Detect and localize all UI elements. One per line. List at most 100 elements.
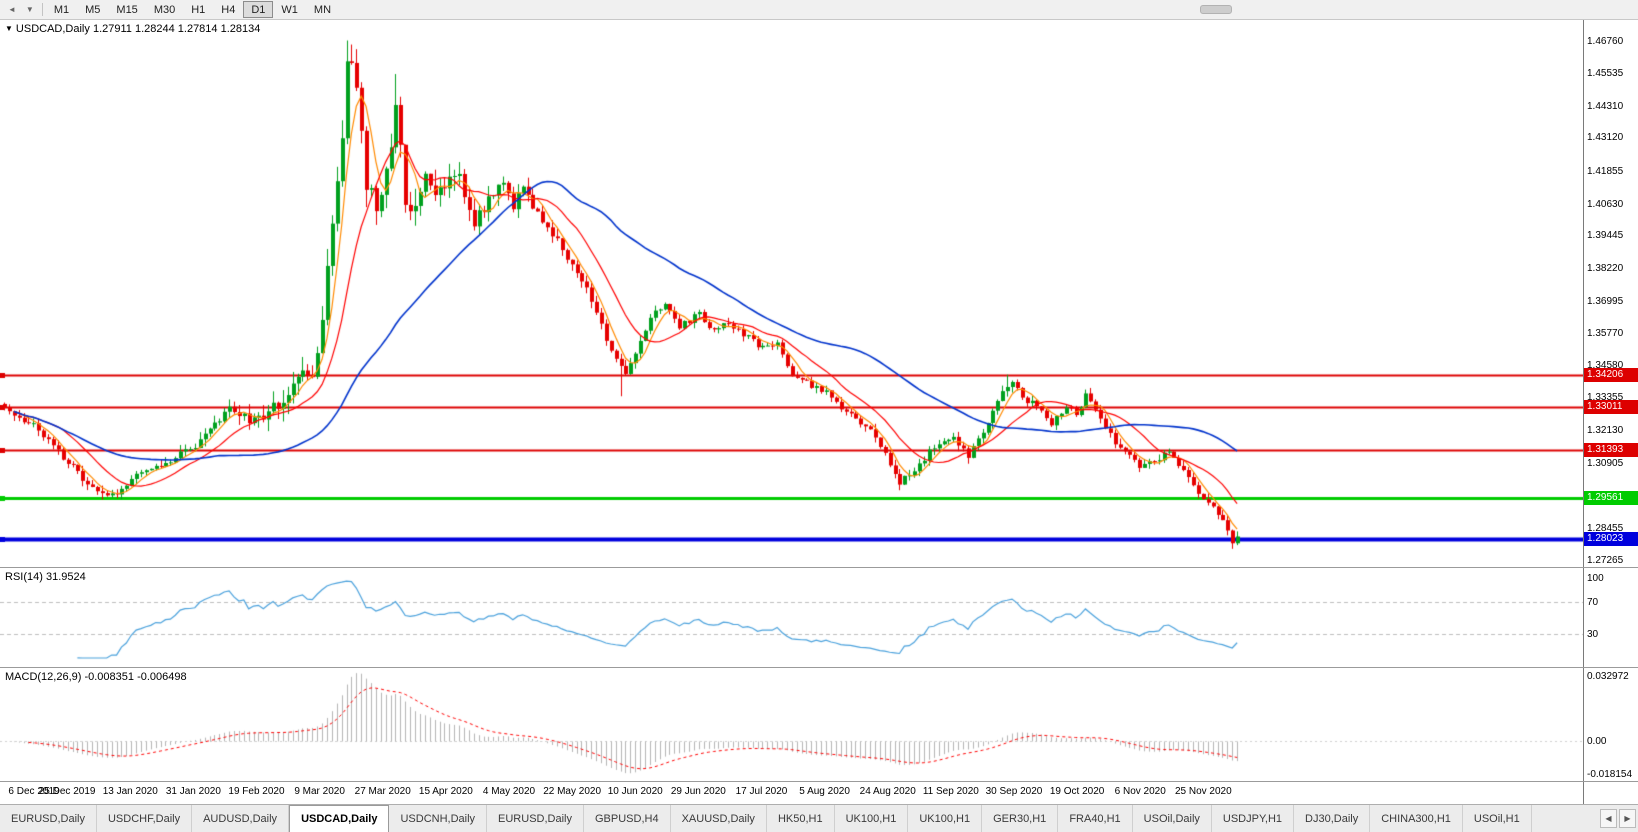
- macd-pane: MACD(12,26,9) -0.008351 -0.006498: [0, 668, 1583, 782]
- price-pane: ▼ USDCAD,Daily 1.27911 1.28244 1.27814 1.…: [0, 20, 1583, 568]
- date-axis-label: 25 Nov 2020: [1174, 786, 1232, 797]
- price-axis-label: 1.38220: [1587, 262, 1624, 274]
- date-axis-divider: [0, 781, 1638, 782]
- chart-tab-fra40-h1[interactable]: FRA40,H1: [1058, 805, 1133, 832]
- price-axis-label: 1.41855: [1587, 166, 1624, 178]
- timeframe-button-m30[interactable]: M30: [153, 4, 176, 16]
- chart-tab-usdcnh-daily[interactable]: USDCNH,Daily: [389, 805, 488, 832]
- chart-scroll-icon[interactable]: ◄: [8, 5, 16, 14]
- macd-axis-label: 0.032972: [1587, 671, 1629, 682]
- rsi-title: RSI(14) 31.9524: [5, 571, 86, 583]
- date-axis-label: 6 Dec 2019: [8, 786, 60, 797]
- timeframe-button-m1[interactable]: M1: [53, 4, 70, 16]
- rsi-canvas[interactable]: [0, 568, 1583, 668]
- price-axis-label: 1.45535: [1587, 68, 1624, 80]
- timeframe-button-w1[interactable]: W1: [281, 4, 298, 16]
- chart-tab-eurusd-daily[interactable]: EURUSD,Daily: [487, 805, 584, 832]
- rsi-axis-label: 70: [1587, 597, 1599, 608]
- chart-tab-uk100-h1[interactable]: UK100,H1: [908, 805, 983, 832]
- chart-tab-china300-h1[interactable]: CHINA300,H1: [1370, 805, 1463, 832]
- date-axis-label: 15 Apr 2020: [418, 786, 473, 797]
- date-axis-label: 4 May 2020: [482, 786, 536, 797]
- date-axis-label: 6 Nov 2020: [1114, 786, 1166, 797]
- chart-tab-usoil-daily[interactable]: USOil,Daily: [1133, 805, 1212, 832]
- date-axis-label: 19 Oct 2020: [1049, 786, 1105, 797]
- date-axis-label: 17 Jul 2020: [735, 786, 788, 797]
- chart-tab-audusd-daily[interactable]: AUDUSD,Daily: [192, 805, 290, 832]
- price-axis-label: 1.30905: [1587, 457, 1624, 469]
- date-axis-label: 11 Sep 2020: [922, 786, 979, 797]
- chart-title: ▼ USDCAD,Daily 1.27911 1.28244 1.27814 1.…: [5, 23, 260, 35]
- date-axis-label: 10 Jun 2020: [607, 786, 663, 797]
- timeframe-button-m15[interactable]: M15: [116, 4, 138, 16]
- price-axis-label: 1.43120: [1587, 132, 1624, 144]
- date-axis-label: 29 Jun 2020: [670, 786, 726, 797]
- price-axis-label: 1.40630: [1587, 198, 1624, 210]
- timeframe-toolbar: ◄ ▼ M1 M5 M15 M30 H1 H4 D1 W1 MN: [0, 0, 1638, 20]
- timeframe-button-mn[interactable]: MN: [313, 4, 332, 16]
- chart-tab-usdjpy-h1[interactable]: USDJPY,H1: [1212, 805, 1295, 832]
- pane-divider-macd[interactable]: [0, 667, 1638, 668]
- date-axis-label: 13 Jan 2020: [102, 786, 158, 797]
- chart-tab-eurusd-daily[interactable]: EURUSD,Daily: [0, 805, 97, 832]
- date-axis-label: 24 Aug 2020: [859, 786, 916, 797]
- price-axis-label: 1.44310: [1587, 100, 1624, 112]
- chart-tab-usdchf-daily[interactable]: USDCHF,Daily: [97, 805, 193, 832]
- price-axis-label: 1.34580: [1587, 359, 1624, 371]
- chart-region: ▼ USDCAD,Daily 1.27911 1.28244 1.27814 1.…: [0, 20, 1638, 804]
- date-axis[interactable]: 6 Dec 2019 25 Dec 2019 13 Jan 2020 31 Jan 2…: [0, 782, 1583, 804]
- date-axis-label: 27 Mar 2020: [354, 786, 411, 797]
- timeframe-button-m5[interactable]: M5: [85, 4, 101, 16]
- chart-hscrollbar-thumb[interactable]: [1200, 5, 1232, 14]
- macd-canvas[interactable]: [0, 668, 1583, 782]
- price-line-tag: 1.29561: [1584, 491, 1638, 506]
- price-axis[interactable]: 1.46760 1.45535 1.44310 1.43120 1.41855 1.406…: [1583, 20, 1638, 804]
- rsi-pane: RSI(14) 31.9524: [0, 568, 1583, 668]
- toolbar-separator: [41, 3, 43, 16]
- chart-ohlc-values: 1.27911 1.28244 1.27814 1.28134: [92, 23, 261, 35]
- tab-scroll-arrows: ◀ ▶: [1600, 809, 1636, 828]
- price-line-tag: 1.33011: [1584, 399, 1638, 414]
- chart-tab-usoil-h1[interactable]: USOil,H1: [1463, 805, 1532, 832]
- chart-tab-gbpusd-h4[interactable]: GBPUSD,H4: [584, 805, 671, 832]
- price-axis-label: 1.27265: [1587, 554, 1624, 566]
- chart-tab-ger30-h1[interactable]: GER30,H1: [982, 805, 1059, 832]
- date-axis-label: 19 Feb 2020: [228, 786, 285, 797]
- chart-tab-bar: EURUSD,Daily USDCHF,Daily AUDUSD,Daily USDC…: [0, 804, 1638, 832]
- chart-tab-dj30-daily[interactable]: DJ30,Daily: [1294, 805, 1371, 832]
- price-axis-label: 1.46760: [1587, 35, 1624, 47]
- price-axis-label: 1.36995: [1587, 295, 1624, 307]
- date-axis-label: 9 Mar 2020: [294, 786, 345, 797]
- price-line-tag: 1.28023: [1584, 532, 1638, 547]
- price-line-tag: 1.31393: [1584, 442, 1638, 457]
- chart-symbol-label: USDCAD,Daily: [15, 23, 90, 35]
- rsi-axis-label: 100: [1587, 573, 1604, 584]
- timeframe-button-h1[interactable]: H1: [191, 4, 206, 16]
- price-axis-label: 1.39445: [1587, 230, 1624, 242]
- price-chart-canvas[interactable]: [0, 20, 1583, 568]
- price-axis-label: 1.33355: [1587, 392, 1624, 404]
- date-axis-label: 25 Dec 2019: [38, 786, 96, 797]
- timeframe-button-d1[interactable]: D1: [243, 1, 274, 18]
- rsi-axis-label: 30: [1587, 629, 1599, 640]
- pane-divider-rsi[interactable]: [0, 567, 1638, 568]
- chart-tab-hk50-h1[interactable]: HK50,H1: [767, 805, 835, 832]
- chart-tab-uk100-h1[interactable]: UK100,H1: [835, 805, 909, 832]
- symbol-dropdown-icon[interactable]: ▼: [5, 24, 13, 33]
- price-line-tag: 1.34206: [1584, 367, 1638, 382]
- price-axis-label: 1.35770: [1587, 328, 1624, 340]
- chart-dropdown-icon[interactable]: ▼: [25, 5, 34, 14]
- tab-scroll-left-icon[interactable]: ◀: [1600, 809, 1617, 828]
- timeframe-button-h4[interactable]: H4: [221, 4, 236, 16]
- chart-tab-usdcad-daily[interactable]: USDCAD,Daily: [289, 805, 390, 832]
- date-axis-label: 22 May 2020: [543, 786, 602, 797]
- macd-axis-label: 0.00: [1587, 736, 1607, 748]
- date-axis-label: 30 Sep 2020: [985, 786, 1043, 797]
- macd-title: MACD(12,26,9) -0.008351 -0.006498: [5, 671, 187, 683]
- macd-axis-label: -0.018154: [1587, 769, 1633, 780]
- date-axis-label: 31 Jan 2020: [165, 786, 221, 797]
- chart-tab-xauusd-daily[interactable]: XAUUSD,Daily: [671, 805, 767, 832]
- tab-scroll-right-icon[interactable]: ▶: [1619, 809, 1636, 828]
- date-axis-label: 5 Aug 2020: [799, 786, 850, 797]
- toolbar-icons: ◄ ▼: [3, 3, 39, 16]
